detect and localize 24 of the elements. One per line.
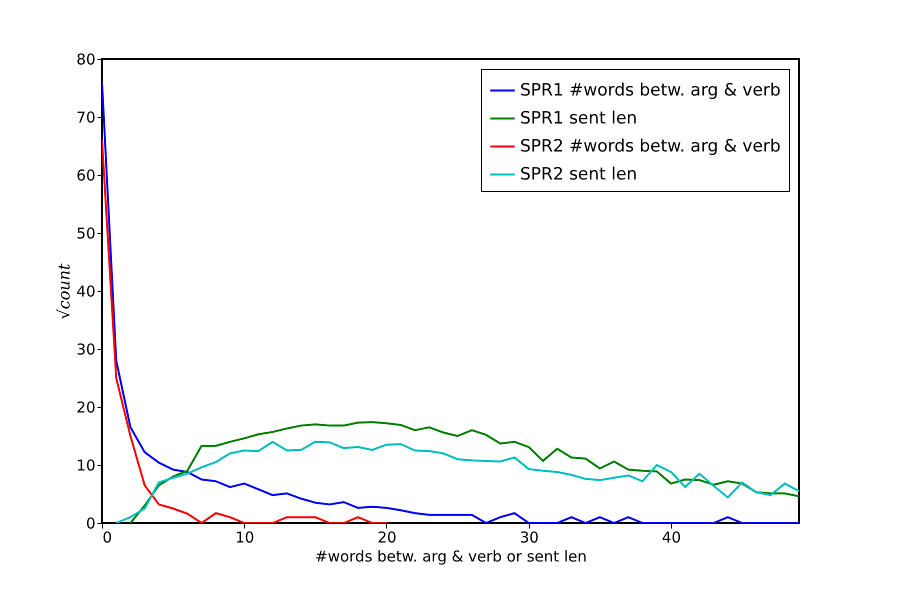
legend-label: SPR2 sent len — [520, 164, 638, 184]
x-tick-label: 20 — [377, 528, 397, 546]
x-tick-label: 10 — [235, 528, 254, 546]
y-tick-label: 20 — [76, 398, 96, 416]
y-tick-label: 40 — [76, 282, 96, 300]
y-tick-label: 30 — [76, 340, 96, 358]
y-tick-label: 10 — [76, 456, 96, 474]
y-tick-label: 80 — [76, 50, 96, 68]
line-series — [102, 81, 799, 523]
x-axis-title: #words betw. arg & verb or sent len — [315, 548, 587, 566]
y-tick-label: 50 — [76, 224, 96, 242]
x-tick-label: 40 — [662, 528, 682, 546]
y-axis-title: √count — [54, 263, 74, 320]
y-tick-label: 0 — [86, 514, 96, 532]
legend-label: SPR1 sent len — [520, 108, 638, 128]
line-series — [102, 139, 388, 523]
line-series — [115, 440, 799, 523]
y-tick-label: 70 — [76, 108, 96, 126]
x-tick-label: 30 — [520, 528, 539, 546]
x-tick-label: 0 — [102, 528, 112, 546]
y-tick-label: 60 — [76, 166, 96, 184]
line-series — [129, 421, 799, 523]
legend-label: SPR2 #words betw. arg & verb — [520, 136, 781, 156]
legend-label: SPR1 #words betw. arg & verb — [520, 80, 781, 100]
